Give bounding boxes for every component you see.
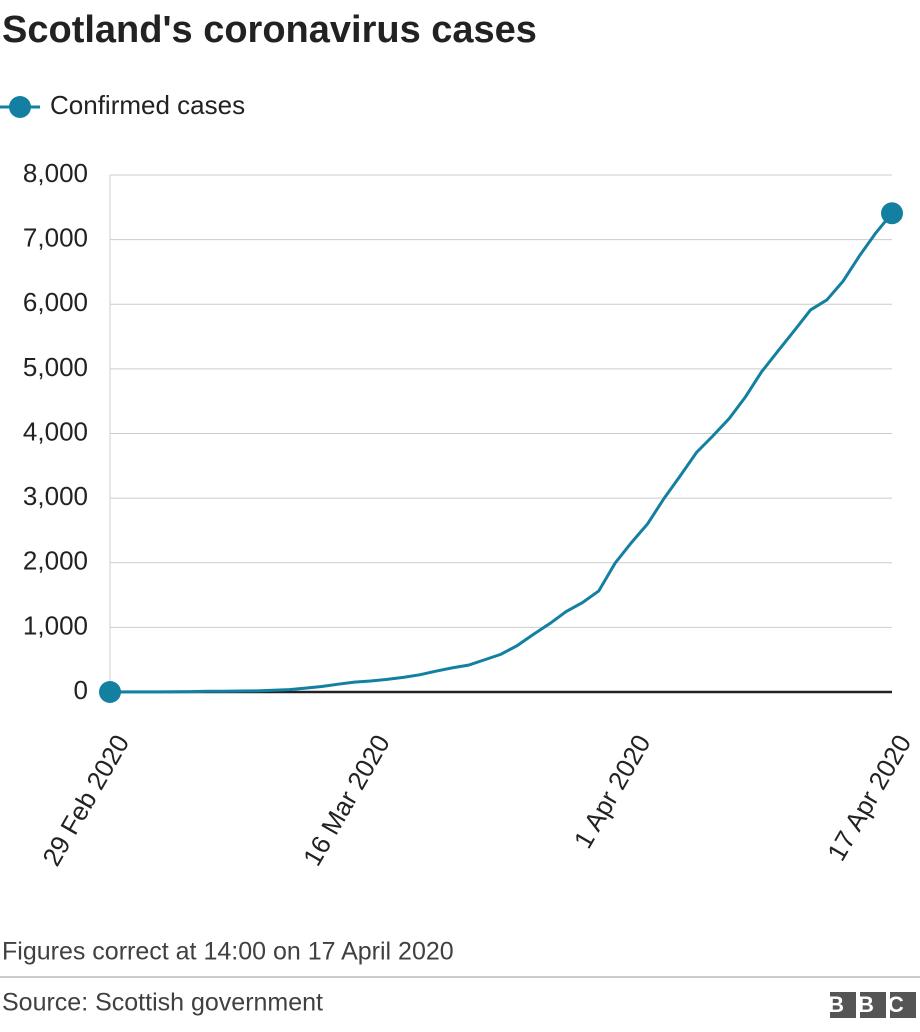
y-tick-label: 4,000: [23, 416, 88, 446]
y-tick-label: 3,000: [23, 481, 88, 511]
end-point: [881, 202, 903, 225]
y-tick-label: 5,000: [23, 352, 88, 382]
legend-marker: [9, 96, 31, 118]
chart-title: Scotland's coronavirus cases: [2, 9, 537, 51]
source: Source: Scottish government: [2, 989, 323, 1017]
series-line: [109, 212, 894, 694]
logo: BBC: [828, 992, 918, 1018]
y-tick-label: 6,000: [23, 287, 88, 317]
x-tick-label: 16 Mar 2020: [297, 729, 396, 870]
end-point: [99, 681, 121, 703]
x-tick-label: 29 Feb 2020: [36, 729, 135, 870]
y-tick-label: 0: [74, 675, 88, 705]
y-tick-label: 7,000: [23, 223, 88, 253]
logo-text: BBC: [828, 992, 918, 1017]
x-tick-label: 1 Apr 2020: [568, 729, 657, 853]
footnote: Figures correct at 14:00 on 17 April 202…: [2, 938, 454, 966]
y-tick-label: 8,000: [23, 158, 88, 188]
x-tick-label: 17 Apr 2020: [821, 729, 917, 865]
legend-label: Confirmed cases: [50, 90, 245, 120]
y-tick-label: 2,000: [23, 546, 88, 576]
y-tick-label: 1,000: [23, 610, 88, 640]
